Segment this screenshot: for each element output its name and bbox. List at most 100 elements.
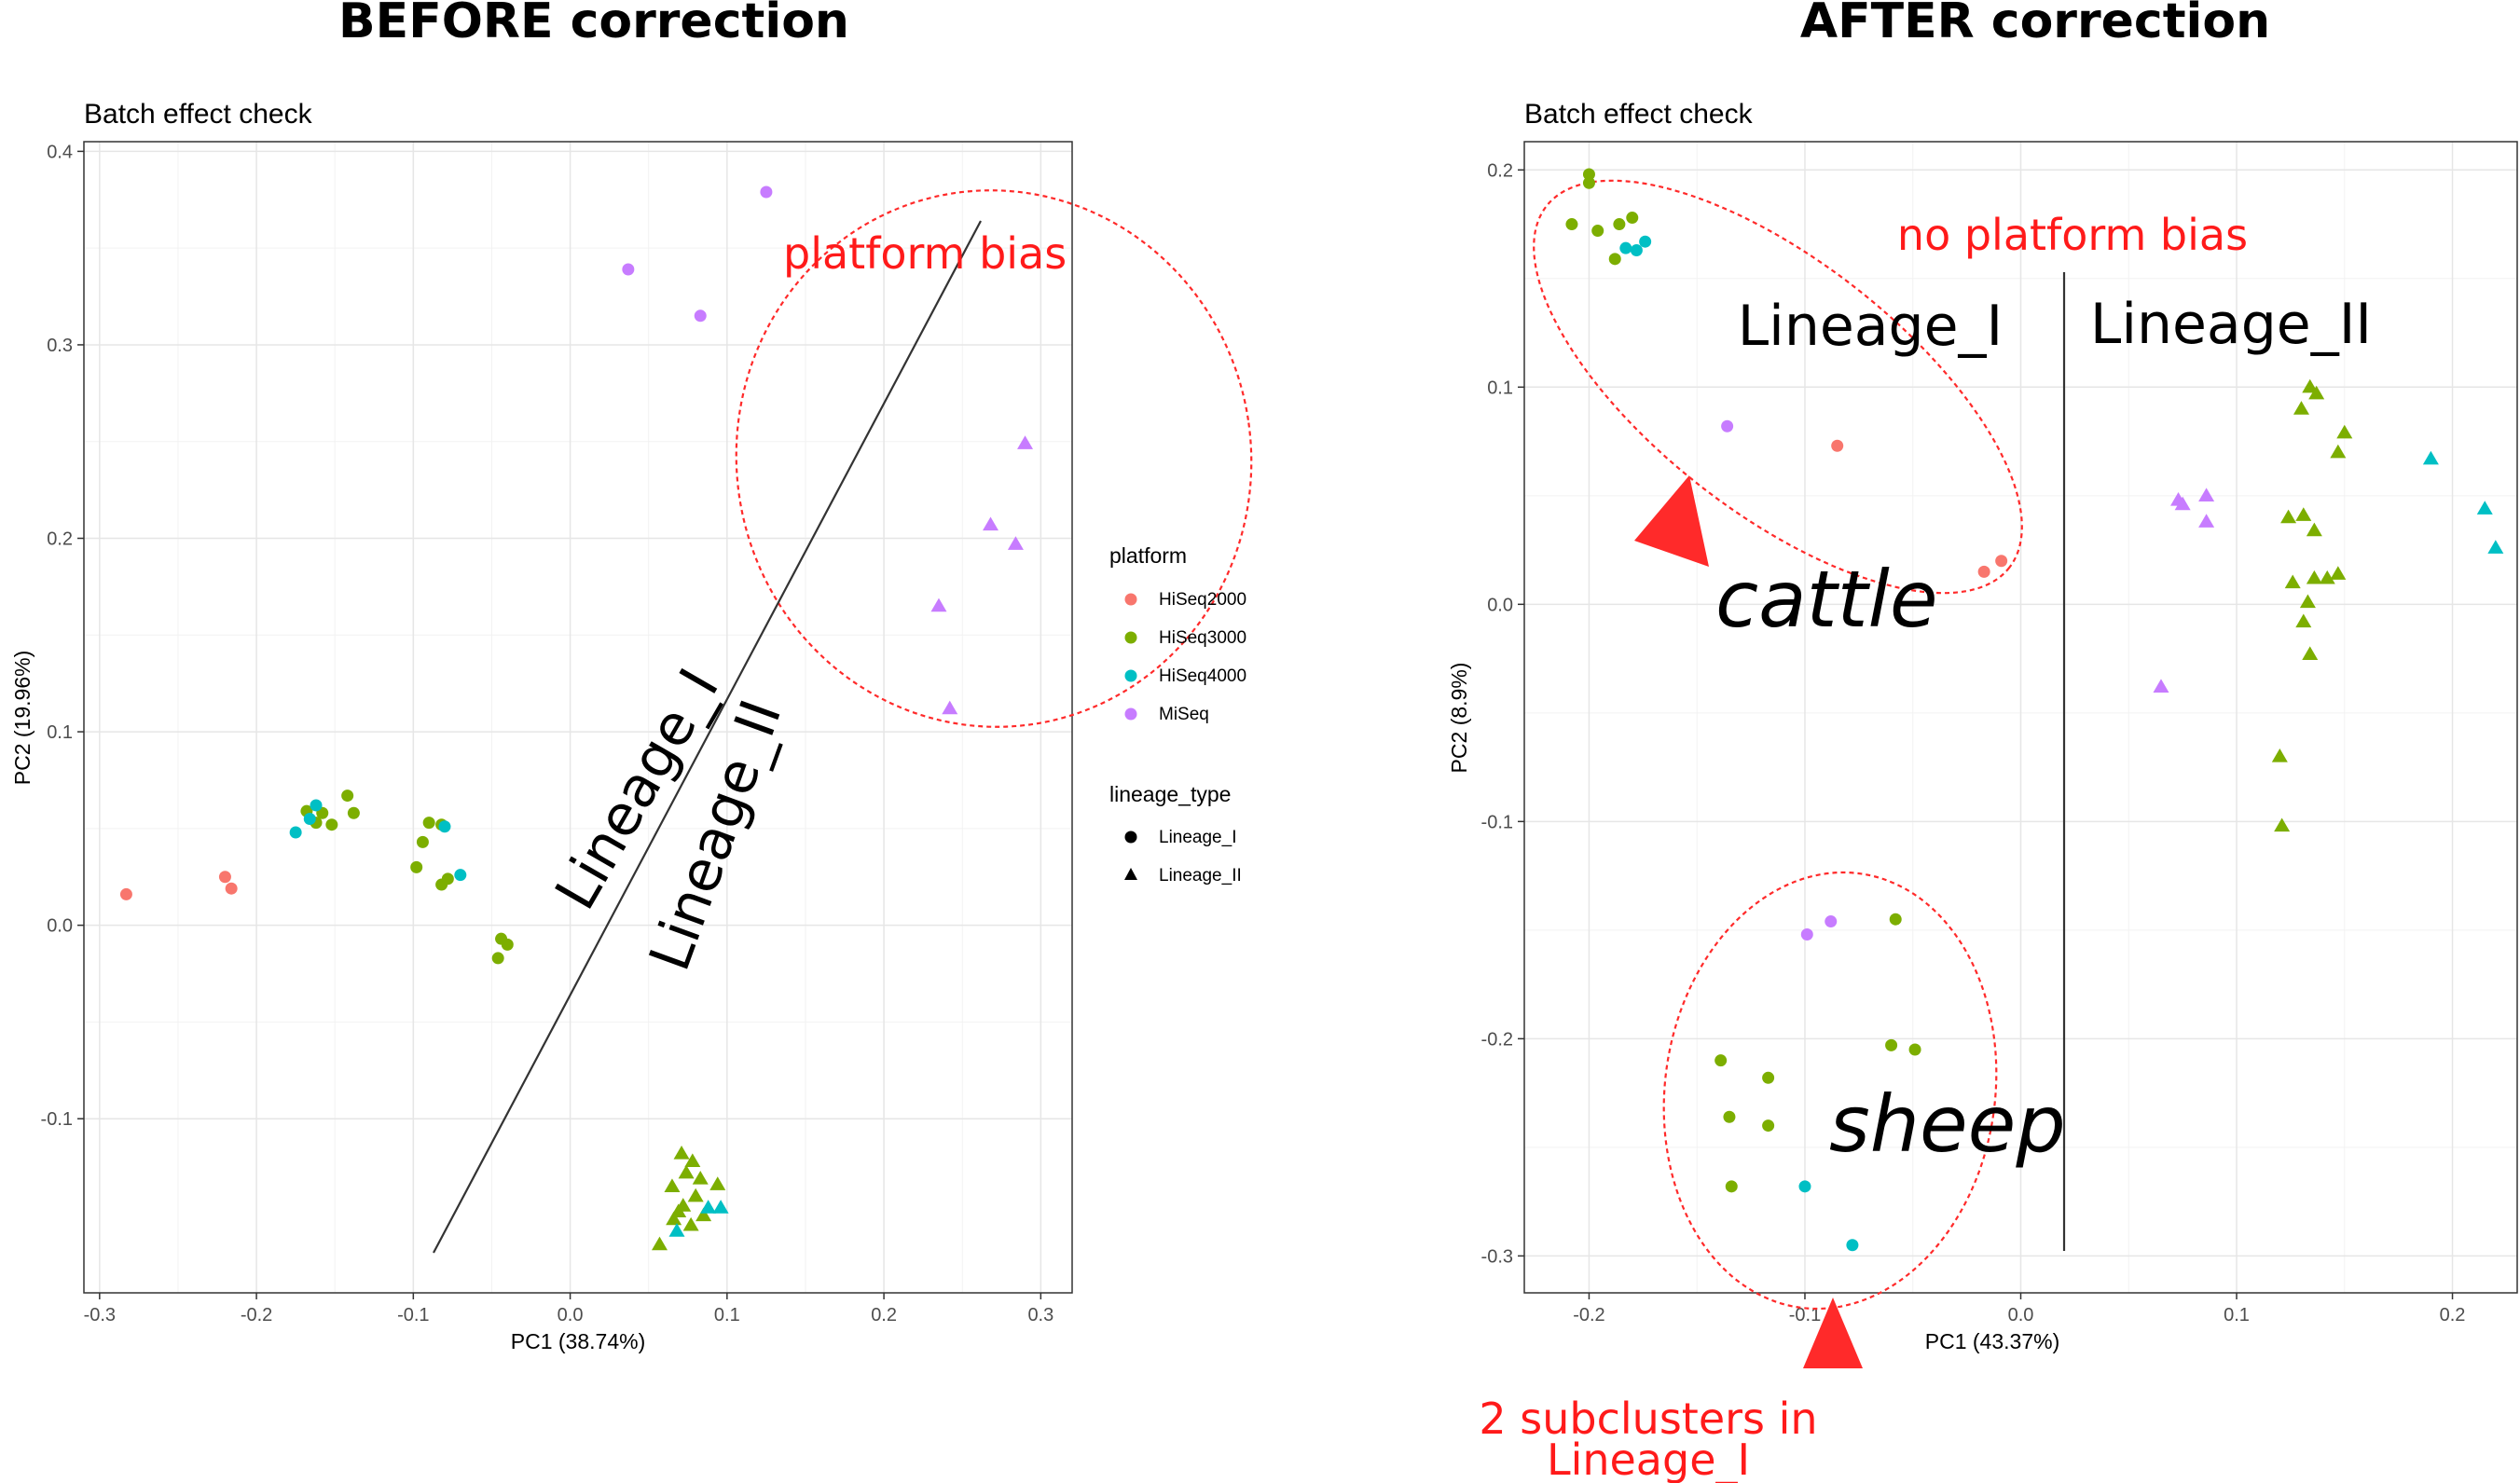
- legend-label-lineage-ii: Lineage_II: [1159, 866, 1242, 886]
- triangle-point: [2487, 540, 2504, 554]
- circle-point: [1798, 1180, 1811, 1193]
- triangle-point: [666, 1211, 682, 1226]
- circle-point: [1762, 1071, 1775, 1084]
- y-tick-label: 0.1: [1487, 378, 1513, 398]
- cattle-arrow-icon: [1634, 475, 1709, 567]
- circle-point: [1639, 235, 1652, 248]
- after-x-axis-label: PC1 (43.37%): [1925, 1329, 2059, 1353]
- circle-point: [1725, 1180, 1738, 1193]
- x-tick-label: -0.2: [1573, 1305, 1604, 1325]
- x-tick-label: 0.1: [714, 1305, 740, 1325]
- circle-point: [410, 860, 423, 873]
- x-tick-label: -0.1: [397, 1305, 429, 1325]
- legend-swatch-hiseq2000: [1124, 593, 1137, 606]
- triangle-point: [2274, 817, 2291, 832]
- triangle-point: [2174, 496, 2191, 511]
- circle-point: [341, 790, 354, 803]
- legend-label-hiseq4000: HiSeq4000: [1159, 666, 1246, 686]
- y-tick-label: -0.3: [1481, 1246, 1513, 1267]
- circle-point: [1630, 244, 1643, 257]
- triangle-point: [712, 1200, 729, 1214]
- triangle-point: [2330, 444, 2347, 459]
- legend-item-lineage-i: Lineage_I: [1124, 828, 1236, 847]
- after-axis-ticks: -0.2 -0.1 0.0 0.1 0.2 -0.3 -0.2 -0.1 0.0 0.1 0.2: [1481, 160, 2466, 1325]
- triangle-point: [2280, 509, 2297, 524]
- circle-point: [1613, 218, 1626, 231]
- x-tick-label: 0.1: [2224, 1305, 2250, 1325]
- subclusters-label-line2: Lineage_I: [1547, 1435, 1750, 1483]
- circle-point: [1608, 253, 1621, 266]
- after-gridlines: [1524, 142, 2517, 1293]
- after-heading: AFTER correction: [1800, 0, 2270, 49]
- legend-platform-title: platform: [1109, 543, 1187, 568]
- triangle-point: [2293, 401, 2309, 415]
- circle-point: [1762, 1119, 1775, 1133]
- circle-point: [119, 887, 132, 900]
- circle-point: [441, 872, 454, 886]
- before-points: [119, 185, 1034, 1251]
- circle-point: [1825, 915, 1838, 928]
- platform-bias-ellipse: [735, 189, 1253, 728]
- triangle-point: [2330, 566, 2347, 580]
- triangle-point: [942, 700, 958, 715]
- circle-point: [1831, 439, 1844, 452]
- before-gridlines: [84, 142, 1072, 1293]
- circle-point: [622, 263, 635, 276]
- circle-point: [225, 882, 238, 895]
- triangle-point: [2476, 501, 2493, 515]
- circle-point: [1723, 1110, 1736, 1123]
- no-platform-bias-label: no platform bias: [1897, 210, 2248, 260]
- x-tick-label: 0.0: [2008, 1305, 2034, 1325]
- y-tick-label: 0.1: [47, 722, 73, 743]
- triangle-point: [670, 1203, 687, 1217]
- triangle-point: [651, 1236, 668, 1251]
- y-tick-label: 0.4: [47, 142, 73, 162]
- legend-swatch-circle: [1124, 831, 1137, 844]
- circle-point: [1582, 168, 1595, 181]
- sheep-label: sheep: [1829, 1078, 2066, 1170]
- circle-point: [694, 309, 707, 323]
- circle-point: [347, 806, 360, 819]
- after-lineage-ii-label: Lineage_II: [2090, 292, 2372, 357]
- circle-point: [1721, 419, 1734, 433]
- y-tick-label: -0.1: [1481, 812, 1513, 832]
- circle-point: [454, 869, 467, 882]
- legend-label-miseq: MiSeq: [1159, 705, 1209, 724]
- circle-point: [1908, 1043, 1921, 1056]
- triangle-point: [700, 1200, 717, 1214]
- y-tick-label: -0.2: [1481, 1029, 1513, 1050]
- legend-swatch-hiseq4000: [1124, 669, 1137, 682]
- before-plot-border: [83, 141, 1073, 1294]
- circle-point: [501, 938, 514, 951]
- before-lineage-divider: [433, 220, 982, 1254]
- circle-point: [416, 835, 429, 848]
- x-tick-label: 0.0: [558, 1305, 584, 1325]
- legend-item-lineage-ii: Lineage_II: [1124, 866, 1242, 886]
- circle-point: [438, 820, 451, 833]
- triangle-point: [2336, 424, 2353, 439]
- circle-point: [422, 817, 435, 830]
- x-tick-label: -0.1: [1789, 1305, 1821, 1325]
- triangle-point: [668, 1223, 685, 1237]
- triangle-point: [2295, 507, 2312, 521]
- triangle-point: [2153, 679, 2169, 693]
- triangle-point: [695, 1207, 712, 1222]
- triangle-point: [684, 1153, 701, 1167]
- triangle-point: [2299, 594, 2316, 609]
- triangle-point: [2295, 613, 2312, 628]
- circle-point: [1846, 1239, 1859, 1252]
- triangle-point: [673, 1146, 690, 1160]
- circle-point: [1995, 555, 2008, 568]
- sheep-ellipse: [1662, 871, 1998, 1311]
- cattle-label: cattle: [1715, 554, 1938, 645]
- before-x-axis-label: PC1 (38.74%): [511, 1329, 645, 1353]
- circle-point: [1619, 241, 1632, 254]
- triangle-point: [687, 1188, 704, 1202]
- triangle-point: [682, 1216, 699, 1231]
- y-tick-label: 0.0: [1487, 595, 1513, 615]
- legend-item-hiseq4000: HiSeq4000: [1124, 666, 1246, 686]
- circle-point: [760, 185, 773, 199]
- x-tick-label: -0.2: [241, 1305, 272, 1325]
- legend: platform HiSeq2000 HiSeq3000 HiSeq4000 M…: [1109, 543, 1246, 886]
- triangle-point: [2284, 574, 2301, 589]
